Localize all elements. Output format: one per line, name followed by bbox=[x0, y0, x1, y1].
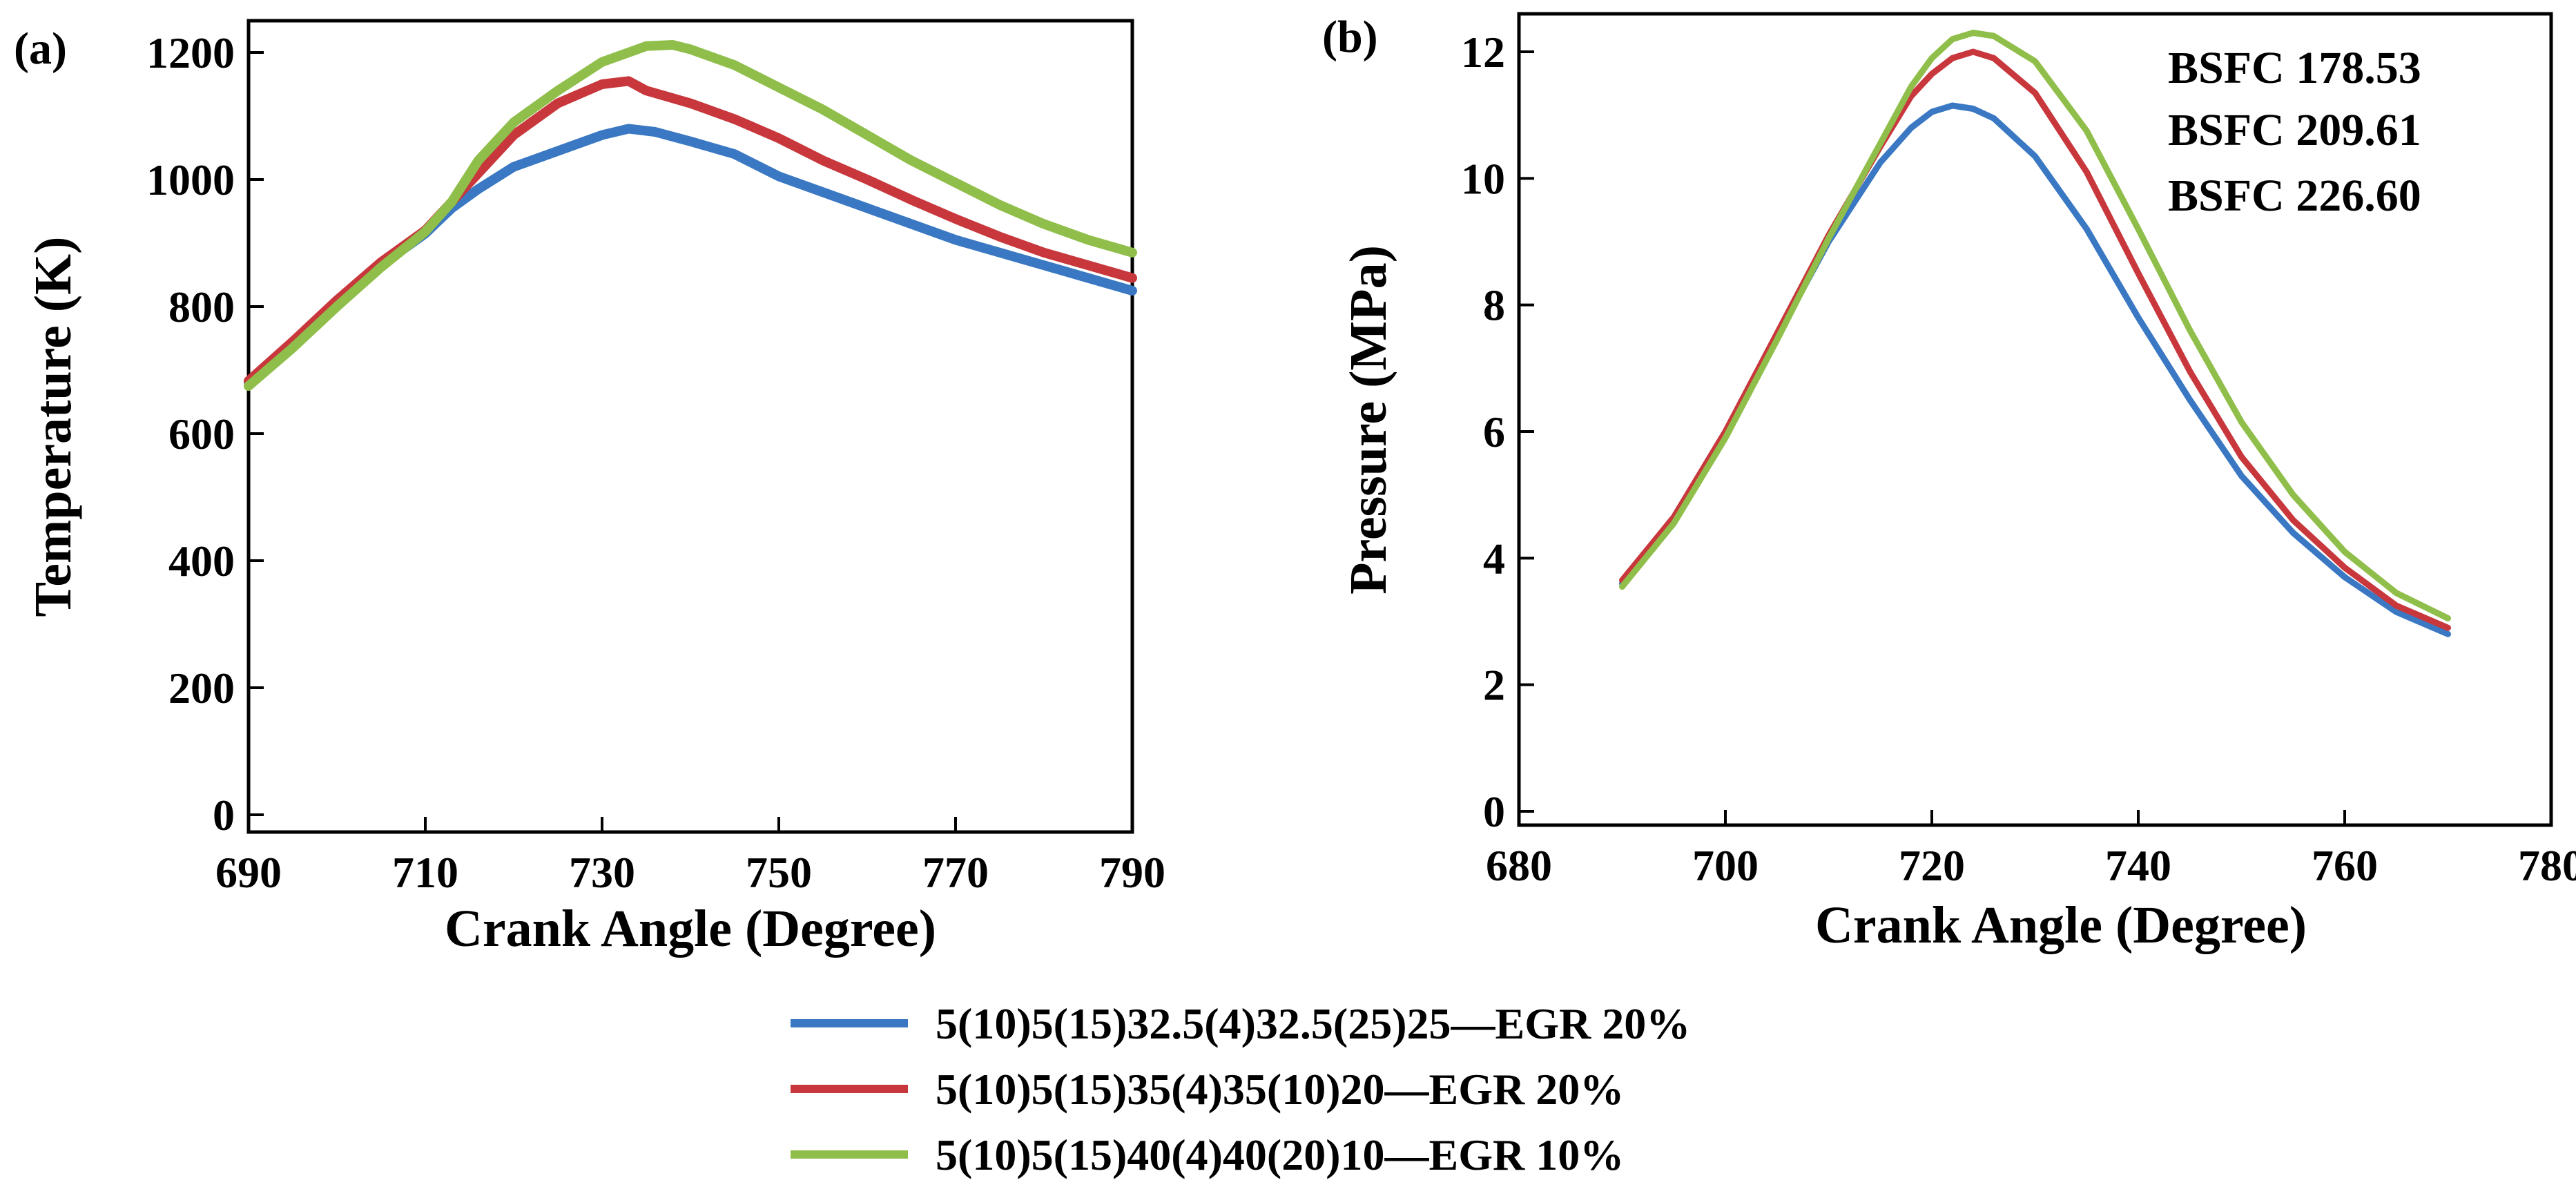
series-line-1 bbox=[244, 124, 1137, 388]
series-lines-a bbox=[244, 40, 1137, 391]
y-tick-label: 1000 bbox=[146, 155, 235, 204]
series-line-3 bbox=[1619, 30, 2451, 621]
y-ticks-b: 0 2 4 6 8 10 12 bbox=[1461, 28, 1534, 836]
x-ticks-a: 690 710 730 750 770 790 bbox=[215, 817, 1165, 897]
y-tick-label: 12 bbox=[1461, 28, 1505, 77]
x-tick-label: 730 bbox=[569, 848, 635, 897]
y-axis-label-a: Temperature (K) bbox=[24, 237, 82, 617]
x-tick-label: 700 bbox=[1692, 841, 1759, 890]
y-tick-label: 2 bbox=[1483, 661, 1505, 710]
series-lines-b bbox=[1619, 30, 2451, 637]
x-tick-label: 760 bbox=[2312, 841, 2378, 890]
x-tick-label: 720 bbox=[1899, 841, 1965, 890]
series-line-2 bbox=[244, 76, 1137, 386]
y-tick-label: 10 bbox=[1461, 154, 1505, 203]
legend-label: 5(10)5(15)32.5(4)32.5(25)25—EGR 20% bbox=[936, 999, 1690, 1048]
x-tick-label: 740 bbox=[2105, 841, 2171, 890]
legend-label: 5(10)5(15)35(4)35(10)20—EGR 20% bbox=[936, 1065, 1624, 1114]
x-axis-label-b: Crank Angle (Degree) bbox=[1815, 896, 2307, 954]
legend-item: 5(10)5(15)35(4)35(10)20—EGR 20% bbox=[791, 1065, 1624, 1114]
panel-a-label: (a) bbox=[14, 23, 67, 74]
legend: 5(10)5(15)32.5(4)32.5(25)25—EGR 20% 5(10… bbox=[791, 999, 1690, 1179]
plot-frame-b bbox=[1517, 12, 2553, 827]
legend-item: 5(10)5(15)32.5(4)32.5(25)25—EGR 20% bbox=[791, 999, 1690, 1048]
x-tick-label: 750 bbox=[746, 848, 812, 897]
bsfc-annotation-red: BSFC 209.61 bbox=[2168, 105, 2421, 155]
x-tick-label: 780 bbox=[2518, 841, 2576, 890]
y-tick-label: 6 bbox=[1483, 407, 1505, 456]
y-tick-label: 1200 bbox=[146, 28, 235, 77]
x-ticks-b: 680 700 720 740 760 780 bbox=[1486, 810, 2576, 890]
x-axis-label-a: Crank Angle (Degree) bbox=[445, 900, 936, 958]
y-tick-label: 0 bbox=[213, 791, 235, 840]
pressure-chart: (b) 0 2 4 6 8 10 12 680 700 720 740 760 780 Pressur… bbox=[1322, 12, 2576, 954]
legend-item: 5(10)5(15)40(4)40(20)10—EGR 10% bbox=[791, 1130, 1624, 1179]
legend-label: 5(10)5(15)40(4)40(20)10—EGR 10% bbox=[936, 1130, 1624, 1179]
x-tick-label: 690 bbox=[215, 848, 282, 897]
plot-frame-a bbox=[246, 19, 1134, 834]
y-axis-label-b: Pressure (MPa) bbox=[1339, 245, 1397, 595]
temperature-chart: (a) 0 200 400 600 800 1000 1200 690 710 730 750 77… bbox=[14, 19, 1165, 958]
x-tick-label: 680 bbox=[1486, 841, 1552, 890]
y-tick-label: 200 bbox=[168, 664, 235, 713]
panel-b-label: (b) bbox=[1322, 12, 1378, 62]
x-tick-label: 710 bbox=[392, 848, 458, 897]
y-tick-label: 800 bbox=[168, 282, 235, 331]
y-tick-label: 400 bbox=[168, 537, 235, 586]
y-ticks-a: 0 200 400 600 800 1000 1200 bbox=[146, 28, 264, 840]
y-tick-label: 600 bbox=[168, 409, 235, 458]
bsfc-annotation-blue: BSFC 226.60 bbox=[2168, 171, 2421, 221]
bsfc-annotation-green: BSFC 178.53 bbox=[2168, 43, 2421, 93]
series-line-3 bbox=[244, 40, 1137, 391]
y-tick-label: 4 bbox=[1483, 534, 1505, 583]
x-tick-label: 770 bbox=[922, 848, 989, 897]
y-tick-label: 0 bbox=[1483, 787, 1505, 836]
y-tick-label: 8 bbox=[1483, 281, 1505, 330]
x-tick-label: 790 bbox=[1099, 848, 1165, 897]
